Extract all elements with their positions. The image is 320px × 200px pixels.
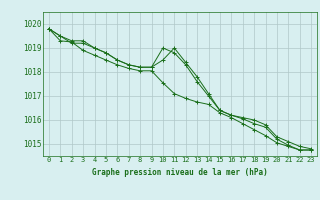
X-axis label: Graphe pression niveau de la mer (hPa): Graphe pression niveau de la mer (hPa) [92,168,268,177]
